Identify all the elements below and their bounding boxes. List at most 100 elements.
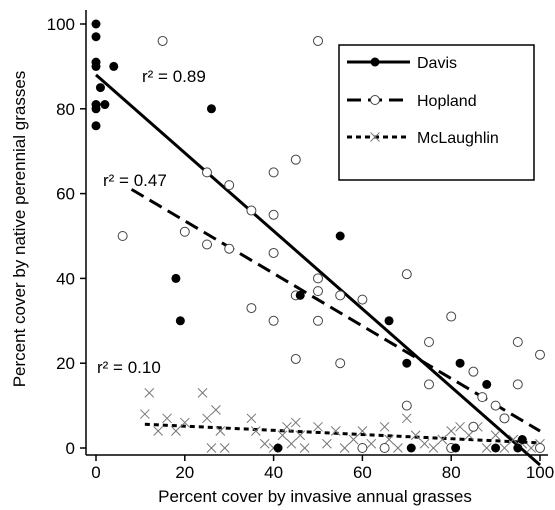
data-point-davis <box>171 273 181 283</box>
data-point-davis <box>175 316 185 326</box>
data-point-hopland <box>357 294 368 305</box>
data-point-davis <box>95 83 105 93</box>
data-point-davis <box>517 435 527 445</box>
data-point-davis <box>384 316 394 326</box>
legend-entry-mclaughlin: McLaughlin <box>347 130 499 147</box>
data-point-mclaughlin <box>259 438 270 449</box>
data-point-mclaughlin <box>339 443 350 453</box>
data-point-hopland <box>512 337 523 347</box>
data-point-mclaughlin <box>219 443 230 453</box>
data-point-davis <box>513 443 523 453</box>
data-point-hopland <box>313 286 323 297</box>
data-point-mclaughlin <box>277 430 288 441</box>
data-point-davis <box>109 61 119 71</box>
data-point-mclaughlin <box>419 438 430 449</box>
x-tick-label: 40 <box>264 463 283 482</box>
data-point-mclaughlin <box>330 426 341 436</box>
data-point-davis <box>335 231 345 241</box>
data-point-hopland <box>401 269 412 280</box>
data-point-hopland <box>468 421 479 432</box>
data-point-hopland <box>499 413 510 424</box>
data-point-hopland <box>535 443 545 453</box>
data-point-mclaughlin <box>197 388 208 398</box>
data-point-mclaughlin <box>250 426 261 436</box>
y-tick-label: 80 <box>56 100 75 119</box>
data-point-mclaughlin <box>508 434 519 445</box>
data-point-mclaughlin <box>499 443 510 453</box>
data-point-hopland <box>468 366 479 377</box>
data-point-mclaughlin <box>437 434 448 445</box>
data-point-mclaughlin <box>290 417 301 428</box>
data-point-hopland <box>268 209 279 220</box>
data-point-hopland <box>490 400 501 411</box>
data-point-mclaughlin <box>211 404 221 415</box>
data-point-davis <box>91 32 101 42</box>
data-point-davis <box>451 443 461 453</box>
data-point-mclaughlin <box>206 443 217 453</box>
data-point-mclaughlin <box>393 443 403 453</box>
x-tick-label: 60 <box>353 463 372 482</box>
data-point-hopland <box>268 315 279 326</box>
data-point-davis <box>295 290 305 300</box>
fit-line-davis <box>95 73 541 467</box>
data-point-davis <box>91 121 101 131</box>
data-point-mclaughlin <box>144 388 155 398</box>
data-point-hopland <box>157 35 168 46</box>
data-point-mclaughlin <box>384 434 394 445</box>
data-point-mclaughlin <box>299 443 310 453</box>
x-tick-label: 20 <box>175 463 194 482</box>
data-point-hopland <box>424 337 434 347</box>
data-point-mclaughlin <box>139 409 150 419</box>
data-point-mclaughlin <box>366 438 377 449</box>
data-point-hopland <box>246 303 257 314</box>
data-point-mclaughlin <box>526 443 536 453</box>
legend-entry-davis: Davis <box>347 55 457 72</box>
data-point-mclaughlin <box>286 438 297 449</box>
data-point-mclaughlin <box>490 430 501 441</box>
x-axis-title: Percent cover by invasive annual grasses <box>158 487 472 506</box>
data-point-mclaughlin <box>322 438 332 449</box>
data-point-hopland <box>268 247 279 258</box>
data-point-hopland <box>290 154 301 165</box>
data-point-hopland <box>335 290 346 301</box>
r2-label-hopland: r² = 0.47 <box>103 171 167 190</box>
legend-label: Hopland <box>417 93 477 110</box>
data-point-hopland <box>313 315 323 326</box>
data-points <box>91 19 545 453</box>
data-point-mclaughlin <box>171 426 181 436</box>
data-point-hopland <box>202 239 212 250</box>
x-tick-label: 80 <box>442 463 461 482</box>
data-point-davis <box>91 61 101 71</box>
legend-box <box>338 44 535 181</box>
data-point-davis <box>206 104 216 114</box>
data-point-mclaughlin <box>202 413 212 424</box>
data-point-mclaughlin <box>379 421 390 432</box>
legend-marker <box>370 57 380 67</box>
y-tick-label: 60 <box>56 185 75 204</box>
data-point-hopland <box>117 231 128 241</box>
legend-label: McLaughlin <box>417 130 499 147</box>
data-point-davis <box>91 104 101 114</box>
fit-lines <box>95 73 541 467</box>
data-point-mclaughlin <box>401 413 412 424</box>
data-point-davis <box>406 443 416 453</box>
y-tick-label: 40 <box>56 269 75 288</box>
legend-marker <box>370 132 380 142</box>
data-point-hopland <box>246 205 257 216</box>
data-point-hopland <box>446 311 457 322</box>
r2-label-mclaughlin: r² = 0.10 <box>97 358 161 377</box>
data-point-hopland <box>335 358 346 369</box>
axes: 0 20 40 60 80 100 0 20 40 60 80 100 <box>47 10 554 482</box>
data-point-hopland <box>477 392 488 403</box>
data-point-hopland <box>357 443 368 453</box>
data-point-davis <box>273 443 283 453</box>
data-point-mclaughlin <box>481 443 492 453</box>
data-point-mclaughlin <box>410 430 421 441</box>
data-point-mclaughlin <box>455 421 465 432</box>
data-point-mclaughlin <box>428 443 439 453</box>
data-point-hopland <box>379 443 390 453</box>
legend: Davis Hopland McLaughlin <box>338 44 535 181</box>
fit-line-mclaughlin <box>144 422 541 445</box>
data-point-davis <box>455 358 465 368</box>
